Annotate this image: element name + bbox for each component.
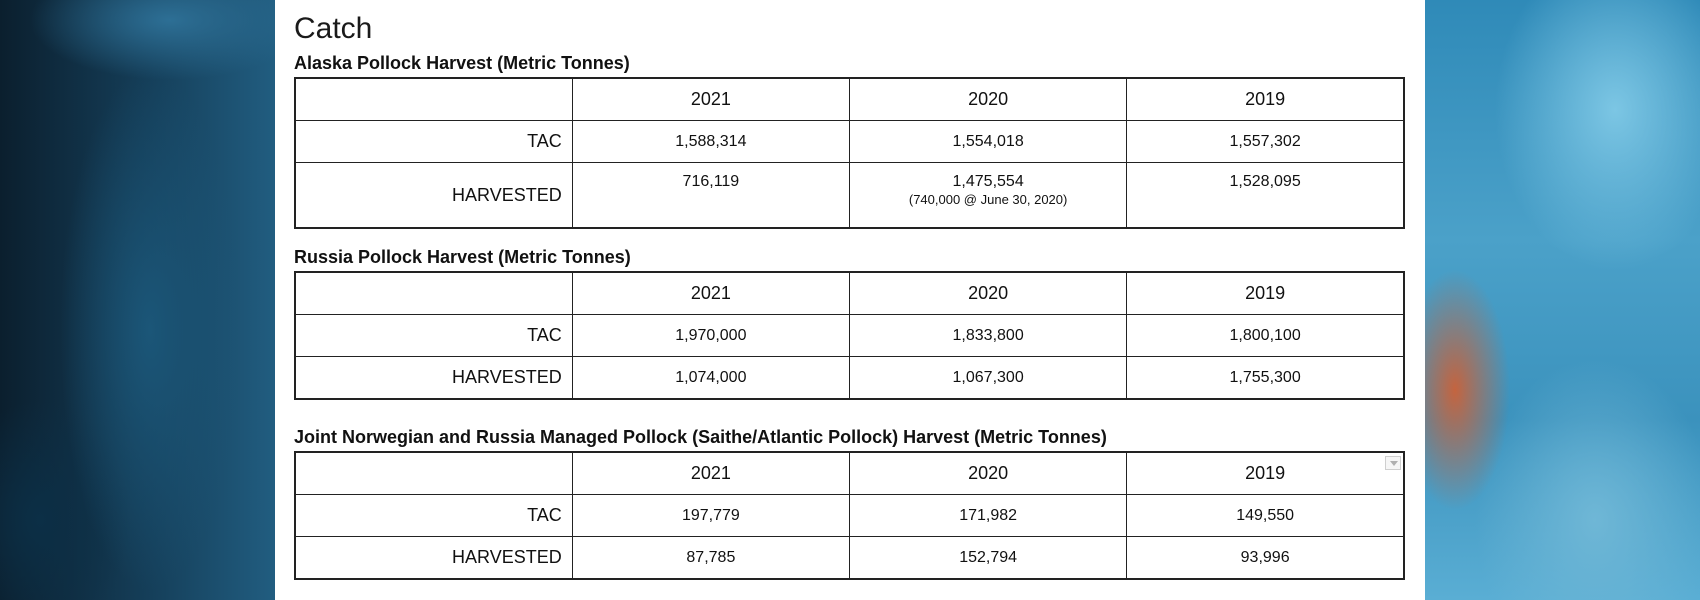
- norwegian-russia-pollock-title: Joint Norwegian and Russia Managed Pollo…: [294, 427, 1107, 447]
- table-corner-cell: [294, 77, 573, 121]
- alaska-pollock-table: 2021 2020 2019 TAC 1,588,314 1,554,018 1…: [294, 77, 1405, 229]
- table-cell: 1,557,302: [1126, 120, 1405, 163]
- cell-note: (740,000 @ June 30, 2020): [908, 192, 1068, 207]
- table-header-row: 2021 2020 2019: [294, 271, 1405, 315]
- table-cell: 1,554,018: [848, 120, 1128, 163]
- background-left-panel: [0, 0, 275, 600]
- row-label: HARVESTED: [294, 356, 573, 400]
- background-right-panel: [1425, 0, 1700, 600]
- year-header: 2020: [848, 271, 1128, 315]
- year-header: 2021: [571, 451, 851, 495]
- norwegian-russia-pollock-section: Joint Norwegian and Russia Managed Pollo…: [294, 427, 1405, 580]
- year-header: 2020: [848, 77, 1128, 121]
- table-cell: 149,550: [1126, 494, 1405, 537]
- table-cell-with-note: 1,475,554 (740,000 @ June 30, 2020): [848, 162, 1128, 229]
- table-cell: 1,833,800: [848, 314, 1128, 357]
- norwegian-russia-pollock-table: 2021 2020 2019 TAC 197,779 171,982 149,5…: [294, 451, 1405, 580]
- table-cell: 93,996: [1126, 536, 1405, 580]
- russia-pollock-section: Russia Pollock Harvest (Metric Tonnes) 2…: [294, 247, 1405, 400]
- russia-pollock-title: Russia Pollock Harvest (Metric Tonnes): [294, 247, 631, 267]
- cell-value: 1,475,554: [952, 173, 1024, 190]
- table-row: TAC 1,970,000 1,833,800 1,800,100: [294, 314, 1405, 357]
- table-header-row: 2021 2020 2019: [294, 451, 1405, 495]
- table-cell: 1,528,095: [1126, 162, 1405, 229]
- row-label: HARVESTED: [294, 162, 573, 229]
- table-row: HARVESTED 716,119 1,475,554 (740,000 @ J…: [294, 162, 1405, 229]
- year-header-with-menu: 2019: [1126, 451, 1405, 495]
- alaska-pollock-title: Alaska Pollock Harvest (Metric Tonnes): [294, 53, 630, 73]
- year-header: 2021: [571, 77, 851, 121]
- russia-pollock-table: 2021 2020 2019 TAC 1,970,000 1,833,800 1…: [294, 271, 1405, 400]
- table-cell: 1,800,100: [1126, 314, 1405, 357]
- table-header-row: 2021 2020 2019: [294, 77, 1405, 121]
- chevron-down-icon[interactable]: [1385, 456, 1401, 470]
- alaska-pollock-section: Alaska Pollock Harvest (Metric Tonnes) 2…: [294, 53, 1405, 229]
- table-corner-cell: [294, 451, 573, 495]
- table-row: HARVESTED 87,785 152,794 93,996: [294, 536, 1405, 580]
- table-cell: 87,785: [571, 536, 851, 580]
- year-header: 2021: [571, 271, 851, 315]
- table-cell: 1,588,314: [571, 120, 851, 163]
- table-cell: 197,779: [571, 494, 851, 537]
- content-panel: Catch Alaska Pollock Harvest (Metric Ton…: [275, 0, 1425, 600]
- year-header: 2019: [1126, 271, 1405, 315]
- table-cell: 152,794: [848, 536, 1128, 580]
- table-row: HARVESTED 1,074,000 1,067,300 1,755,300: [294, 356, 1405, 400]
- year-header: 2020: [848, 451, 1128, 495]
- row-label: HARVESTED: [294, 536, 573, 580]
- page-title: Catch: [294, 12, 373, 45]
- row-label: TAC: [294, 494, 573, 537]
- table-row: TAC 1,588,314 1,554,018 1,557,302: [294, 120, 1405, 163]
- table-cell: 1,970,000: [571, 314, 851, 357]
- table-row: TAC 197,779 171,982 149,550: [294, 494, 1405, 537]
- table-corner-cell: [294, 271, 573, 315]
- year-header-label: 2019: [1245, 463, 1286, 483]
- year-header: 2019: [1126, 77, 1405, 121]
- table-cell: 1,074,000: [571, 356, 851, 400]
- table-cell: 1,067,300: [848, 356, 1128, 400]
- table-cell: 716,119: [571, 162, 851, 229]
- table-cell: 1,755,300: [1126, 356, 1405, 400]
- table-cell: 171,982: [848, 494, 1128, 537]
- row-label: TAC: [294, 120, 573, 163]
- row-label: TAC: [294, 314, 573, 357]
